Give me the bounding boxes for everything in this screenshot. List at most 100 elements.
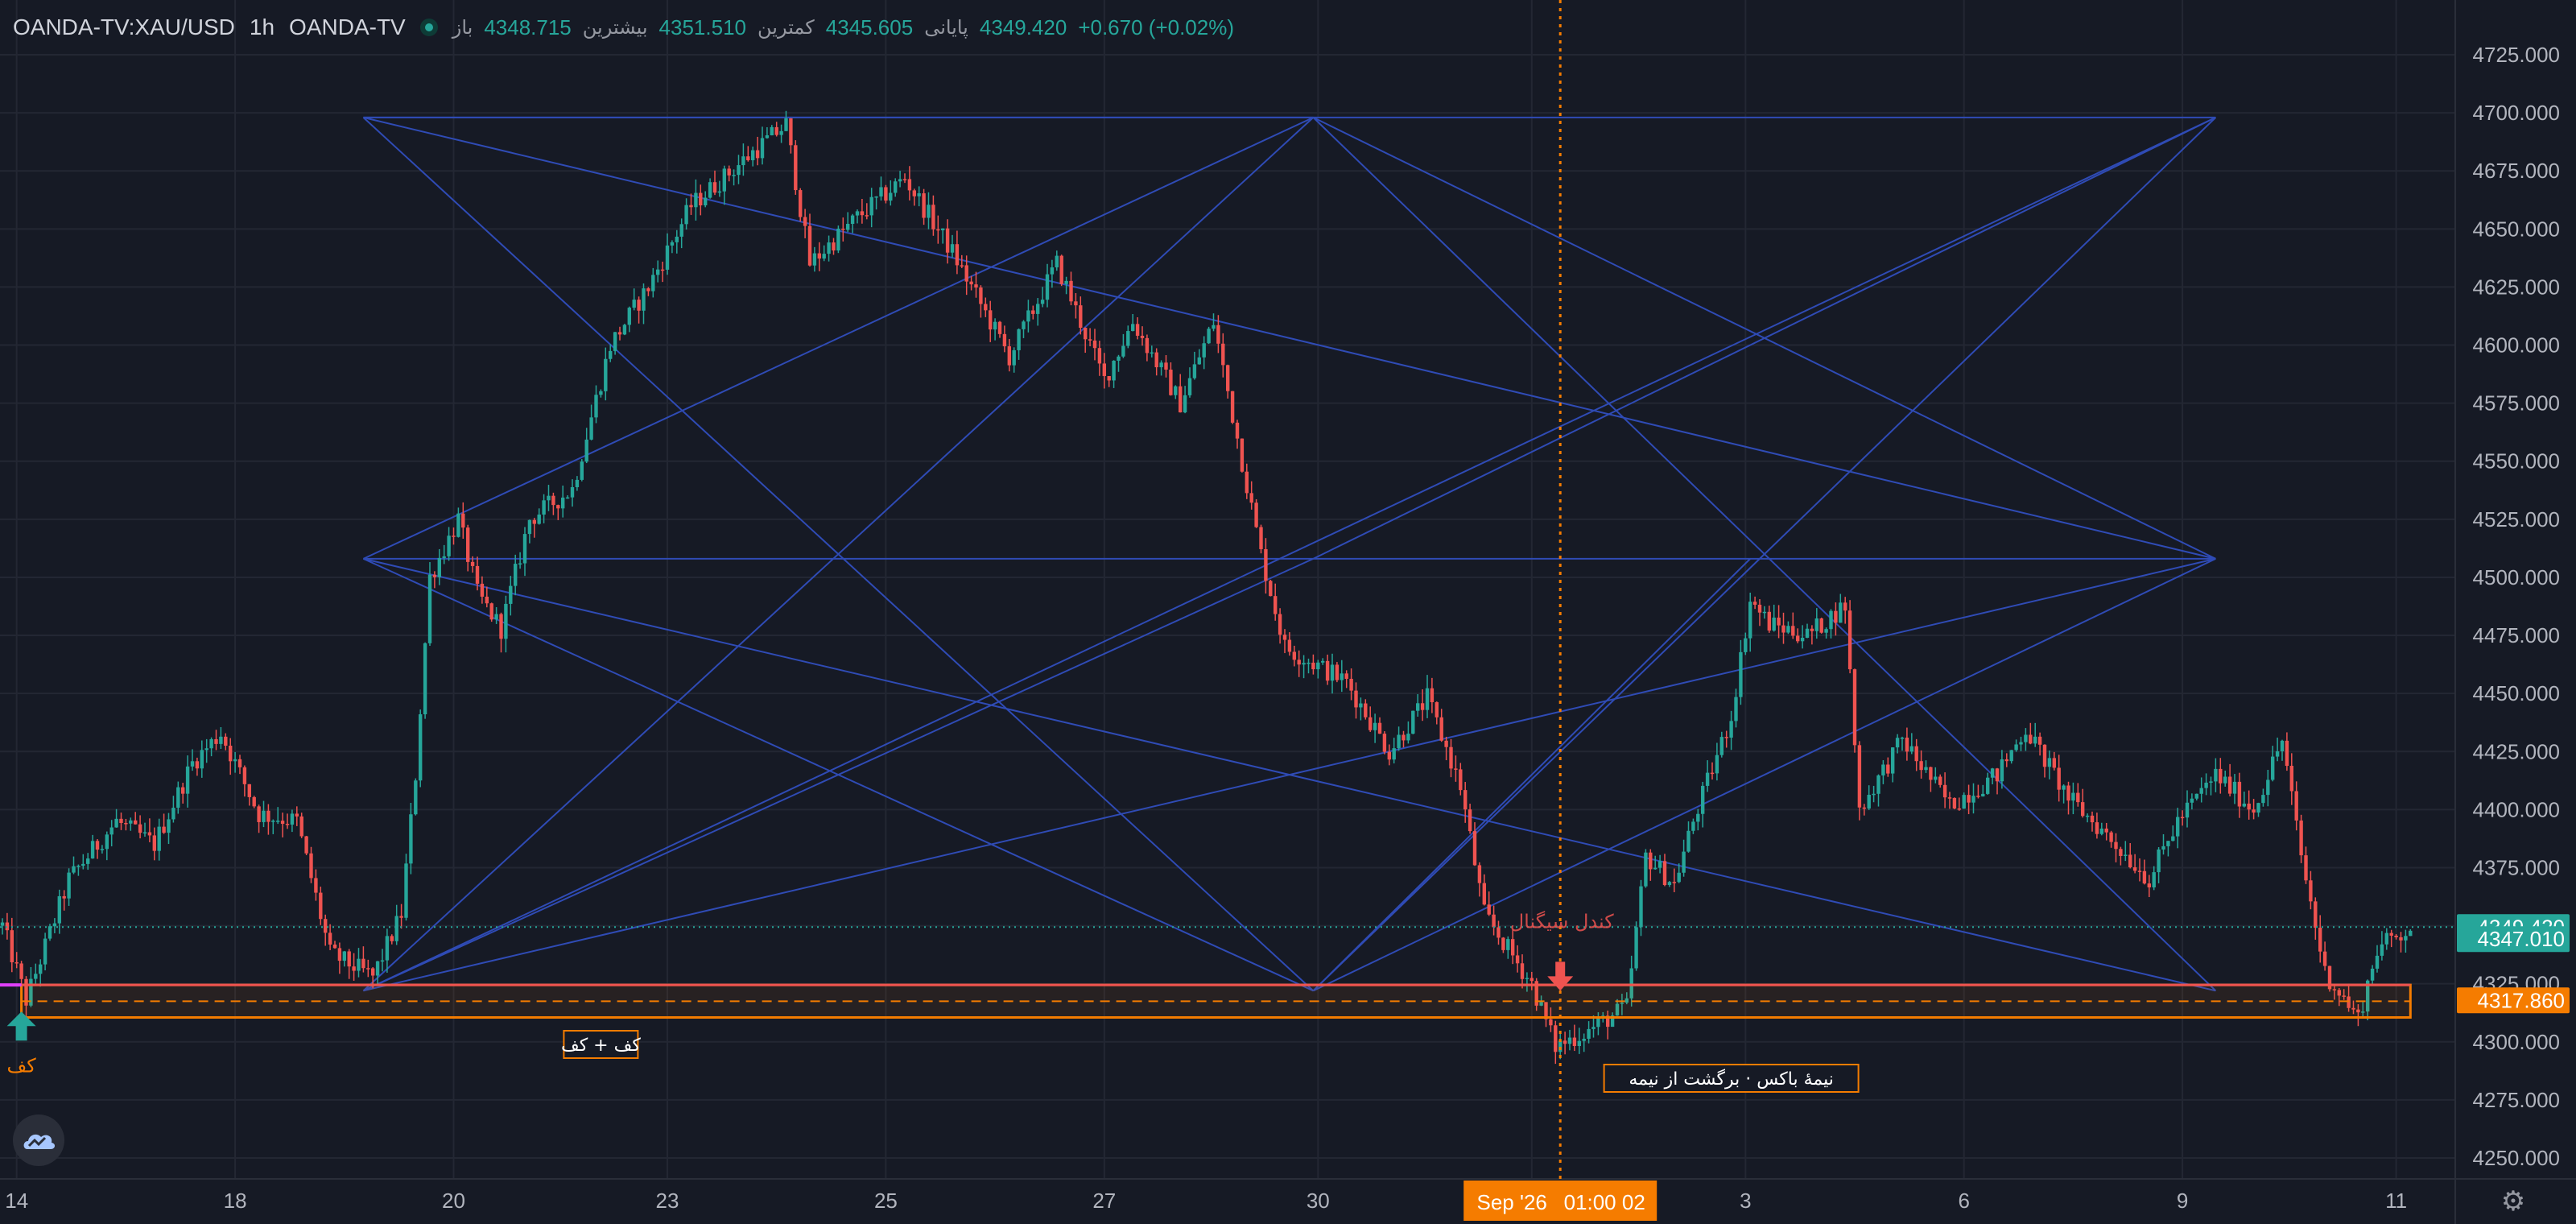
candle-body bbox=[1895, 738, 1900, 748]
candle-body bbox=[2114, 842, 2118, 850]
candle-body bbox=[1439, 717, 1443, 741]
candle-body bbox=[1719, 737, 1724, 755]
candle-body bbox=[2242, 803, 2246, 807]
candle-body bbox=[1657, 861, 1662, 868]
pattern-line bbox=[362, 116, 1314, 560]
candle-body bbox=[941, 228, 945, 230]
candle-body bbox=[1596, 1018, 1600, 1028]
candle-body bbox=[409, 814, 413, 864]
candle-body bbox=[2052, 758, 2056, 768]
candle-body bbox=[1667, 882, 1672, 886]
candle-body bbox=[1506, 939, 1510, 950]
y-tick-label: 4400.000 bbox=[2473, 797, 2560, 821]
candle-body bbox=[527, 519, 532, 535]
candle-body bbox=[599, 391, 603, 395]
candle-body bbox=[642, 288, 646, 311]
candle-body bbox=[1839, 602, 1843, 623]
candle-body bbox=[632, 300, 636, 308]
candle-body bbox=[2271, 756, 2275, 780]
close-label: پایانی bbox=[924, 16, 968, 39]
candle-body bbox=[332, 944, 337, 949]
candle-body bbox=[1976, 796, 1980, 797]
candle-body bbox=[1416, 703, 1420, 711]
candle-body bbox=[984, 304, 988, 311]
candle-body bbox=[841, 228, 845, 230]
candle-body bbox=[1777, 617, 1781, 626]
candle-body bbox=[2033, 736, 2037, 744]
candle-body bbox=[1810, 628, 1814, 631]
candle-body bbox=[1814, 618, 1818, 631]
candle-body bbox=[157, 826, 161, 851]
candle-body bbox=[917, 193, 921, 196]
close-value: 4349.420 bbox=[979, 14, 1067, 39]
candle-body bbox=[760, 138, 765, 159]
candle-body bbox=[2314, 901, 2318, 928]
y-tick-label: 4600.000 bbox=[2473, 333, 2560, 358]
candle-body bbox=[2090, 815, 2095, 823]
candle-body bbox=[1572, 1037, 1577, 1047]
candle-body bbox=[1107, 376, 1111, 381]
candle-body bbox=[751, 150, 755, 160]
candle-body bbox=[580, 461, 584, 480]
candle-body bbox=[627, 308, 631, 325]
candle-body bbox=[52, 923, 57, 927]
candle-body bbox=[2085, 815, 2090, 817]
candle-body bbox=[1544, 1002, 1548, 1019]
crosshair-date-box bbox=[1463, 1181, 1657, 1221]
candle-body bbox=[836, 228, 840, 251]
tradingview-logo-icon[interactable] bbox=[13, 1114, 64, 1166]
crosshair-date-label: Sep '26 bbox=[1477, 1190, 1547, 1214]
crosshair-time-label: 01:00 02 bbox=[1564, 1190, 1645, 1214]
candle-body bbox=[24, 978, 28, 1006]
candle-body bbox=[314, 878, 318, 893]
candle-body bbox=[2166, 841, 2170, 846]
x-tick-label: 14 bbox=[5, 1189, 28, 1213]
symbol-label[interactable]: OANDA-TV:XAU/USD bbox=[13, 14, 235, 39]
settings-gear-icon[interactable]: ⚙ bbox=[2500, 1185, 2526, 1218]
candle-body bbox=[394, 916, 398, 941]
candle-body bbox=[547, 495, 551, 501]
candle-body bbox=[1088, 339, 1092, 341]
low-label: کمترین bbox=[758, 16, 815, 39]
candle-body bbox=[2247, 803, 2251, 810]
candle-body bbox=[1563, 1040, 1567, 1044]
candle-body bbox=[337, 948, 342, 961]
candle-body bbox=[675, 236, 679, 242]
candle-body bbox=[746, 156, 750, 160]
candle-body bbox=[2161, 846, 2165, 850]
candle-body bbox=[1359, 703, 1363, 708]
candle-body bbox=[1354, 690, 1358, 708]
candle-body bbox=[770, 126, 774, 136]
candle-body bbox=[989, 310, 993, 330]
candle-body bbox=[794, 145, 798, 191]
candle-body bbox=[684, 205, 688, 225]
candle-body bbox=[2294, 791, 2298, 821]
candle-body bbox=[237, 759, 242, 767]
candle-body bbox=[2147, 883, 2151, 887]
x-tick-label: 18 bbox=[224, 1189, 247, 1213]
candle-body bbox=[660, 269, 665, 271]
candle-body bbox=[185, 766, 190, 794]
interval-label[interactable]: 1h bbox=[249, 14, 275, 39]
candle-body bbox=[1150, 352, 1154, 354]
candle-body bbox=[380, 960, 385, 962]
candle-body bbox=[1739, 651, 1743, 697]
candle-body bbox=[807, 225, 812, 266]
open-value: 4348.715 bbox=[484, 14, 572, 39]
candle-body bbox=[1040, 300, 1045, 304]
price-label-text: 4317.860 bbox=[2478, 988, 2565, 1012]
candle-body bbox=[2004, 759, 2008, 762]
candle-body bbox=[2347, 996, 2351, 1008]
candle-body bbox=[509, 585, 513, 604]
candle-body bbox=[1226, 365, 1230, 391]
candle-body bbox=[271, 821, 275, 822]
candle-body bbox=[1235, 422, 1240, 439]
x-tick-label: 27 bbox=[1092, 1189, 1116, 1213]
candle-body bbox=[894, 181, 898, 193]
candle-body bbox=[2029, 734, 2033, 744]
chart-header: OANDA-TV:XAU/USD 1h OANDA-TV باز 4348.71… bbox=[13, 11, 1234, 43]
candle-body bbox=[1947, 797, 1952, 799]
candle-body bbox=[1344, 673, 1348, 679]
candle-body bbox=[1373, 722, 1377, 730]
